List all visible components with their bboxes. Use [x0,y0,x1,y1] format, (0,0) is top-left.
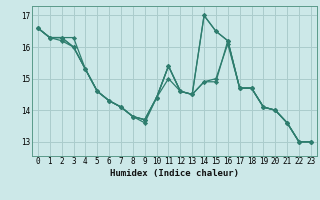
X-axis label: Humidex (Indice chaleur): Humidex (Indice chaleur) [110,169,239,178]
